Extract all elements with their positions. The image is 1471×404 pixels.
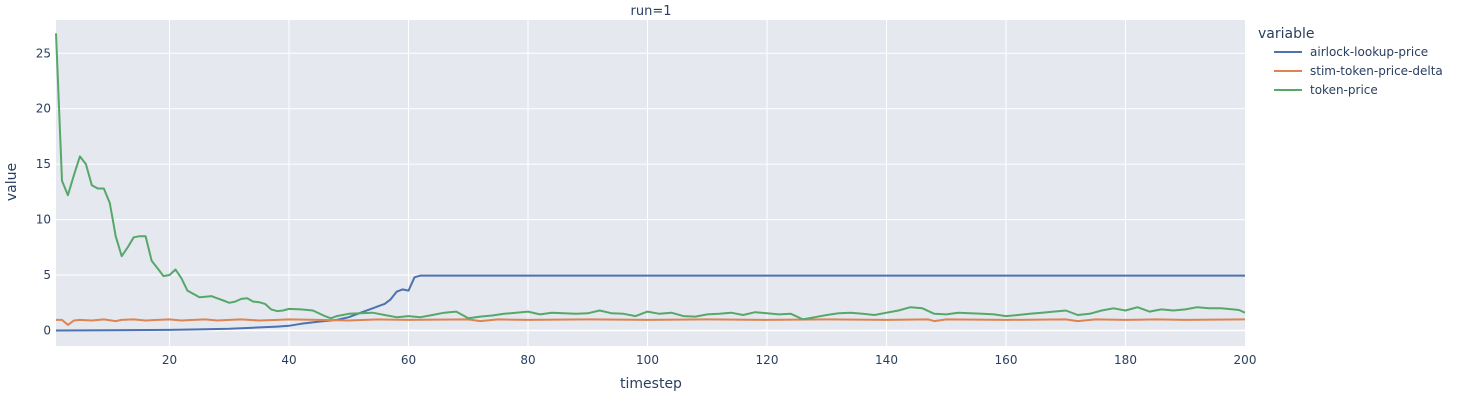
legend-label: stim-token-price-delta (1310, 64, 1443, 78)
chart-title: run=1 (631, 4, 672, 19)
x-tick-label: 100 (636, 353, 659, 367)
x-tick-label: 40 (281, 353, 296, 367)
legend-label: airlock-lookup-price (1310, 45, 1428, 59)
y-tick-labels: 0 5 10 15 20 25 (36, 46, 51, 337)
series-layer (55, 33, 1246, 332)
y-tick-label: 20 (36, 102, 51, 116)
y-tick-label: 15 (36, 157, 51, 171)
x-tick-label: 140 (875, 353, 898, 367)
y-tick-label: 0 (43, 323, 51, 337)
legend[interactable]: variable airlock-lookup-price stim-token-… (1258, 26, 1443, 97)
x-tick-labels: 20 40 60 80 100 120 140 160 180 200 (162, 353, 1257, 367)
series-line-airlock-lookup-price (55, 274, 1245, 332)
x-tick-label: 200 (1234, 353, 1257, 367)
plot-area (56, 20, 1245, 346)
x-axis-label: timestep (620, 376, 682, 392)
legend-item-stim-token-price-delta[interactable]: stim-token-price-delta (1274, 64, 1443, 78)
grid (56, 20, 1245, 346)
y-tick-label: 25 (36, 46, 51, 60)
legend-label: token-price (1310, 83, 1378, 97)
x-tick-label: 180 (1114, 353, 1137, 367)
series-line-token-price (55, 33, 1246, 321)
x-tick-label: 120 (756, 353, 779, 367)
x-tick-label: 60 (401, 353, 416, 367)
legend-item-airlock-lookup-price[interactable]: airlock-lookup-price (1274, 45, 1428, 59)
y-axis-label: value (4, 163, 20, 201)
series-line-stim-token-price-delta (56, 318, 1246, 326)
x-tick-label: 160 (995, 353, 1018, 367)
legend-item-token-price[interactable]: token-price (1274, 83, 1378, 97)
y-tick-label: 10 (36, 213, 51, 227)
x-tick-label: 20 (162, 353, 177, 367)
legend-title: variable (1258, 26, 1314, 42)
y-tick-label: 5 (43, 268, 51, 282)
x-tick-label: 80 (520, 353, 535, 367)
legend-items: airlock-lookup-price stim-token-price-del… (1274, 45, 1443, 97)
